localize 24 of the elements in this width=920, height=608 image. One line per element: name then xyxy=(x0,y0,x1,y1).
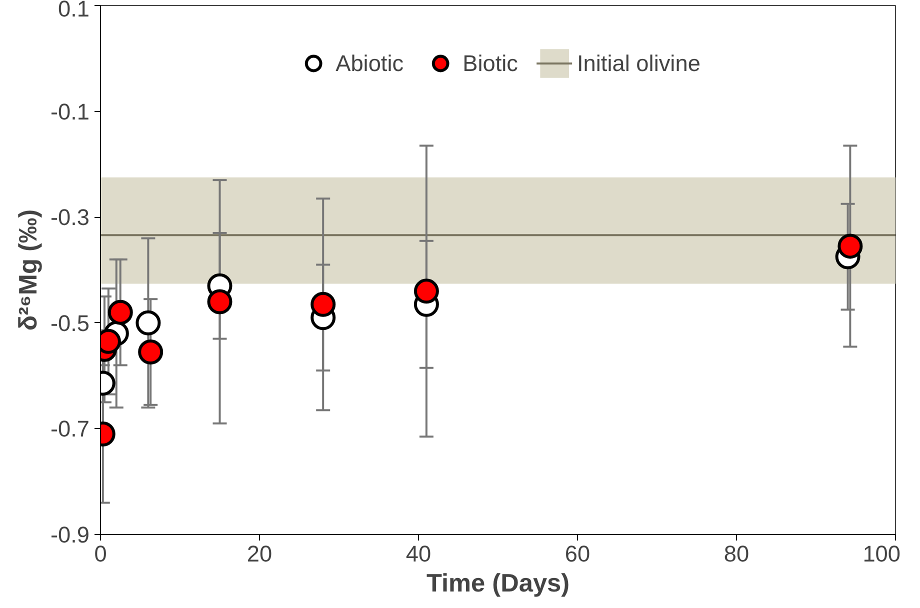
point xyxy=(138,340,164,364)
x-tick-label: 40 xyxy=(406,540,432,566)
y-tick-label: -0.7 xyxy=(50,416,90,442)
legend-label: Initial olivine xyxy=(577,50,700,76)
legend-label: Biotic xyxy=(462,50,518,76)
point xyxy=(136,310,161,336)
x-tick-label: 80 xyxy=(724,540,750,566)
y-tick-label: 0.1 xyxy=(58,0,90,22)
point xyxy=(207,289,232,314)
x-tick-label: 20 xyxy=(246,540,272,566)
point xyxy=(310,292,336,317)
y-axis-title: δ²⁶Mg (‰) xyxy=(14,209,42,331)
point xyxy=(108,300,133,325)
y-tick-label: -0.5 xyxy=(50,310,90,336)
x-axis-title: Time (Days) xyxy=(426,570,570,598)
y-tick-label: -0.1 xyxy=(50,98,90,124)
legend-label: Abiotic xyxy=(336,50,404,76)
x-tick-label: 0 xyxy=(94,540,107,566)
point xyxy=(414,278,439,304)
x-tick-label: 60 xyxy=(564,540,590,566)
x-tick-label: 100 xyxy=(862,540,901,566)
y-tick-label: -0.9 xyxy=(50,522,90,548)
y-tick-label: -0.3 xyxy=(50,204,90,230)
point xyxy=(838,234,863,259)
